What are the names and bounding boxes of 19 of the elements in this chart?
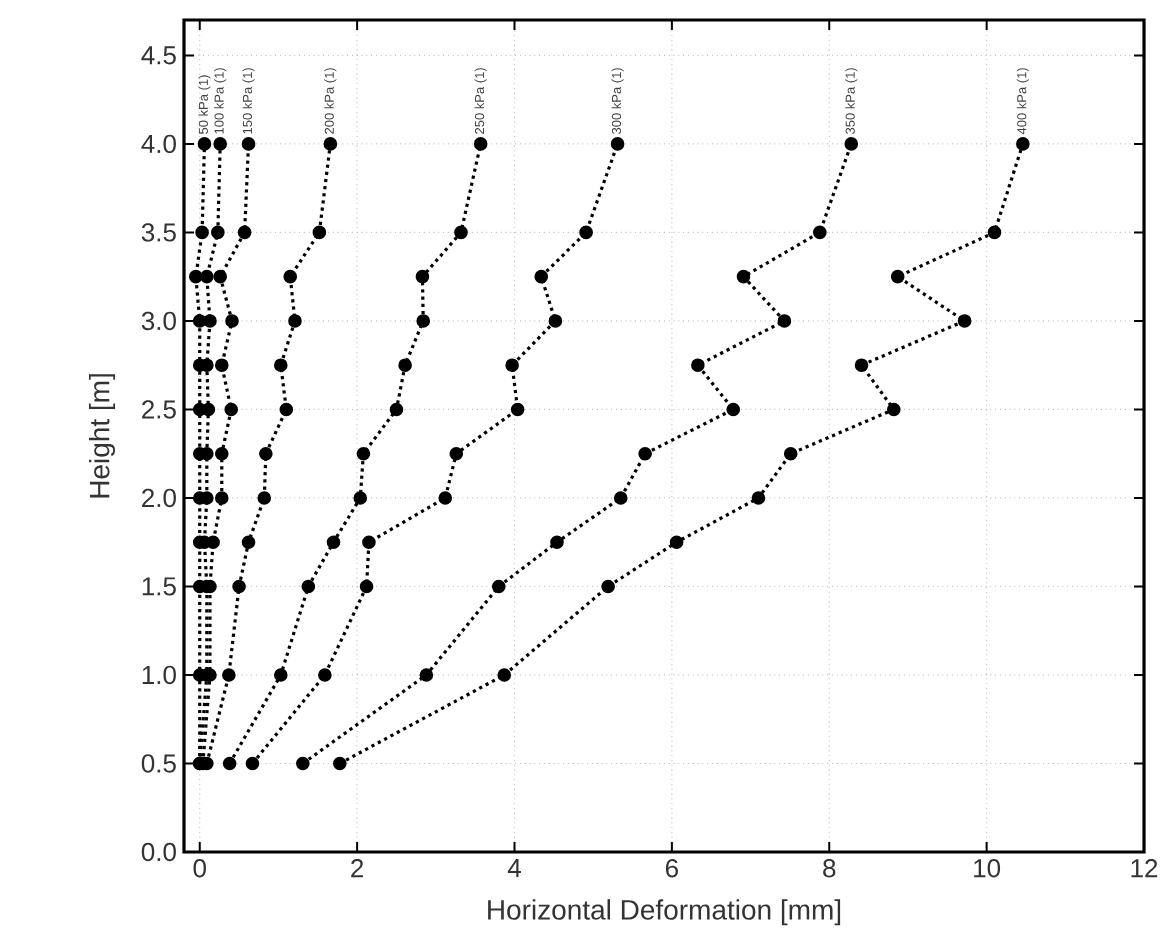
y-tick-label: 0.0 [141, 842, 176, 862]
x-tick-label: 2 [351, 859, 364, 878]
x-tick-label: 12 [1131, 859, 1158, 878]
x-tick-label: 0 [193, 859, 206, 878]
y-tick-label: 0.5 [141, 754, 176, 773]
y-axis-title: Height [m] [88, 374, 116, 498]
y-tick-label: 3.5 [141, 223, 176, 242]
x-axis-title: Horizontal Deformation [mm] [488, 899, 841, 926]
y-tick-label: 4.0 [141, 134, 176, 154]
x-tick-label: 4 [507, 859, 521, 877]
y-tick-label: 2.0 [142, 488, 176, 508]
y-tick-label: 1.5 [142, 577, 176, 596]
y-tick-label: 3.0 [141, 311, 176, 331]
y-tick-label: 2.5 [142, 400, 176, 419]
x-tick-label: 8 [823, 859, 836, 878]
y-tick-label: 4.5 [141, 46, 176, 65]
x-tick-label: 6 [665, 859, 678, 878]
y-tick-label: 1.0 [142, 665, 176, 685]
x-tick-label: 10 [974, 859, 1001, 878]
